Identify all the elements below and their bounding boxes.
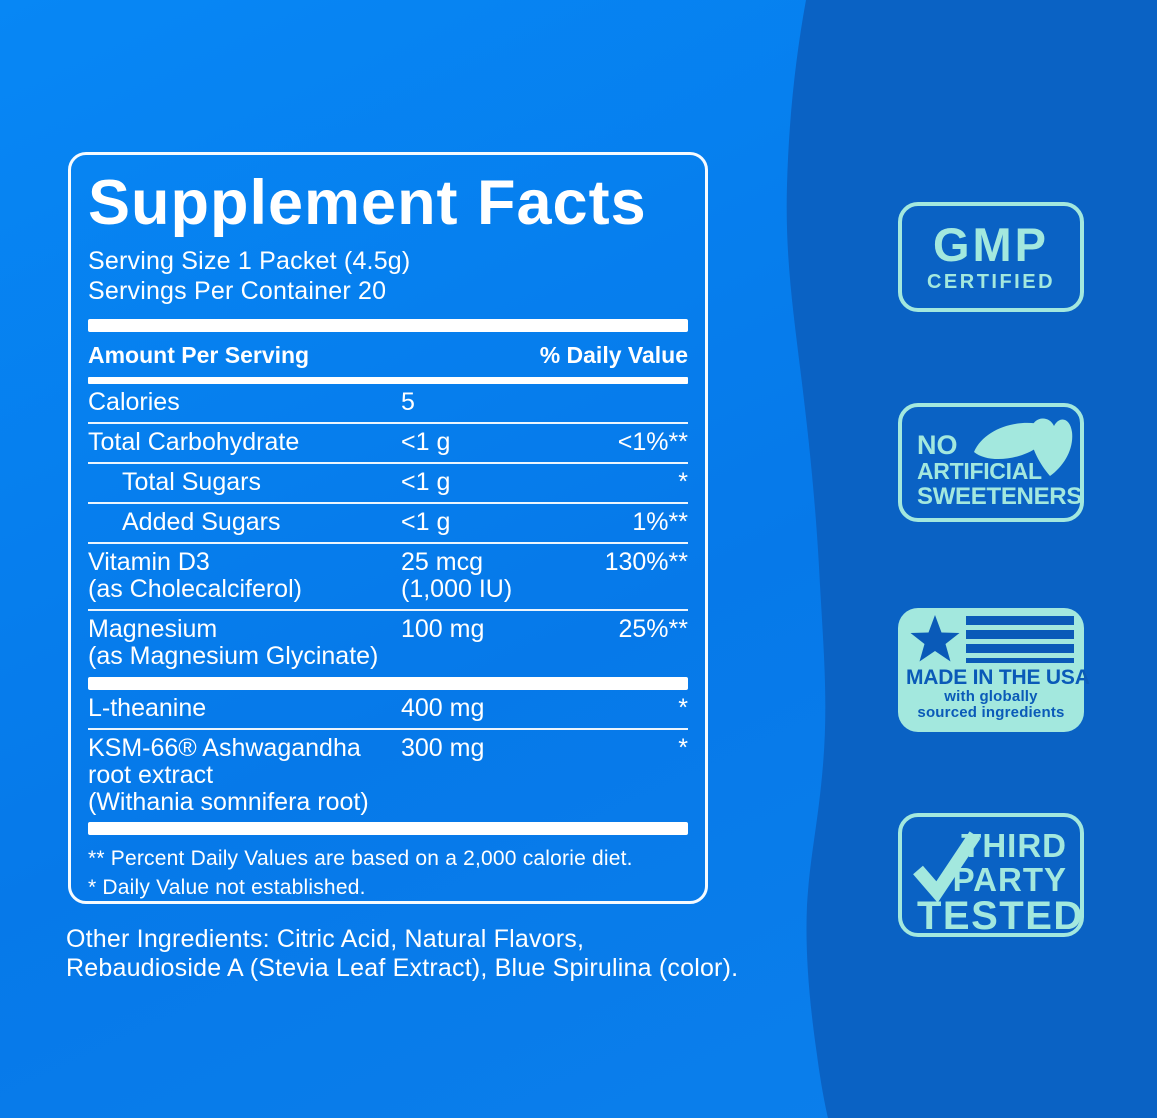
nutrient-amount: 100 mg xyxy=(401,615,485,643)
badge-word-party: PARTY xyxy=(952,861,1067,898)
divider-bar-thick xyxy=(88,319,688,332)
table-row-added-sugars: Added Sugars <1 g 1%** xyxy=(88,502,688,542)
nutrient-daily-value: <1%** xyxy=(617,428,688,456)
usa-badge-subtitle1: with globally xyxy=(944,688,1038,705)
other-ingredients-line2: Rebaudioside A (Stevia Leaf Extract), Bl… xyxy=(66,954,739,982)
badge-word-tested: TESTED xyxy=(917,894,1084,938)
checkmark-icon xyxy=(913,831,981,902)
panel-title: Supplement Facts xyxy=(88,168,647,238)
nutrient-daily-value: * xyxy=(678,734,688,762)
nutrient-amount: <1 g xyxy=(401,508,451,536)
divider-bar-thick xyxy=(88,822,688,835)
table-header-row: Amount Per Serving % Daily Value xyxy=(88,332,688,377)
nutrient-name: KSM-66® Ashwagandha root extract (Withan… xyxy=(88,734,369,816)
divider-bar-thick xyxy=(88,677,688,690)
nutrient-amount: 5 xyxy=(401,388,415,416)
nutrient-name: Magnesium (as Magnesium Glycinate) xyxy=(88,615,379,670)
other-ingredients: Other Ingredients: Citric Acid, Natural … xyxy=(66,925,756,983)
made-in-usa-badge: MADE IN THE USA with globally sourced in… xyxy=(898,608,1090,732)
nutrient-amount: <1 g xyxy=(401,428,451,456)
nutrient-amount: <1 g xyxy=(401,468,451,496)
supplement-facts-panel: Supplement Facts Serving Size 1 Packet (… xyxy=(68,152,708,904)
nutrient-amount: 300 mg xyxy=(401,734,485,762)
daily-value-header: % Daily Value xyxy=(539,342,688,368)
nutrient-name: Added Sugars xyxy=(122,508,281,536)
table-row-total-sugars: Total Sugars <1 g * xyxy=(88,462,688,502)
footnote-dv-not-established: * Daily Value not established. xyxy=(88,876,366,899)
other-ingredients-line1: Other Ingredients: Citric Acid, Natural … xyxy=(66,925,585,953)
footnote-daily-values: ** Percent Daily Values are based on a 2… xyxy=(88,847,633,870)
divider-bar-medium xyxy=(88,377,688,384)
badge-word-sweeteners: SWEETENERS xyxy=(917,483,1083,510)
table-row-calories: Calories 5 xyxy=(88,384,688,422)
badge-word-artificial: ARTIFICIAL xyxy=(917,458,1042,484)
table-row-ashwagandha: KSM-66® Ashwagandha root extract (Withan… xyxy=(88,728,688,822)
nutrient-name: L-theanine xyxy=(88,694,207,722)
nutrient-name: Calories xyxy=(88,388,180,416)
nutrient-daily-value: * xyxy=(678,694,688,722)
serving-size: Serving Size 1 Packet (4.5g) xyxy=(88,247,411,275)
third-party-tested-badge: THIRD PARTY TESTED xyxy=(898,813,1084,937)
usa-badge-subtitle2: sourced ingredients xyxy=(917,704,1065,721)
leaves-icon xyxy=(974,418,1073,476)
nutrient-daily-value: * xyxy=(678,468,688,496)
nutrient-daily-value: 130%** xyxy=(604,548,688,576)
nutrient-name: Total Carbohydrate xyxy=(88,428,300,456)
footnotes: ** Percent Daily Values are based on a 2… xyxy=(88,844,688,902)
nutrient-name: Vitamin D3 (as Cholecalciferol) xyxy=(88,548,302,603)
nutrient-amount: 25 mcg (1,000 IU) xyxy=(401,548,513,603)
usa-badge-title: MADE IN THE USA xyxy=(906,666,1090,689)
nutrient-name: Total Sugars xyxy=(122,468,261,496)
nutrient-daily-value: 25%** xyxy=(618,615,689,643)
nutrient-amount: 400 mg xyxy=(401,694,485,722)
badge-word-no: NO xyxy=(917,430,958,460)
serving-info: Serving Size 1 Packet (4.5g) Servings Pe… xyxy=(88,246,688,306)
badge-word-third: THIRD xyxy=(961,827,1067,864)
usa-flag-icon xyxy=(910,615,1074,663)
nutrient-daily-value: 1%** xyxy=(632,508,688,536)
nutrient-daily-value xyxy=(576,389,688,416)
amount-per-serving-header: Amount Per Serving xyxy=(88,342,310,368)
gmp-badge-title: GMP xyxy=(932,217,1050,271)
table-row-vitamin-d3: Vitamin D3 (as Cholecalciferol) 25 mcg (… xyxy=(88,542,688,609)
no-artificial-sweeteners-badge: NO ARTIFICIAL SWEETENERS xyxy=(898,403,1084,522)
gmp-certified-badge: GMP CERTIFIED xyxy=(898,202,1084,312)
table-row-total-carbohydrate: Total Carbohydrate <1 g <1%** xyxy=(88,422,688,462)
gmp-badge-subtitle: CERTIFIED xyxy=(926,270,1056,293)
table-row-magnesium: Magnesium (as Magnesium Glycinate) 100 m… xyxy=(88,609,688,676)
servings-per-container: Servings Per Container 20 xyxy=(88,277,387,305)
table-row-l-theanine: L-theanine 400 mg * xyxy=(88,690,688,728)
